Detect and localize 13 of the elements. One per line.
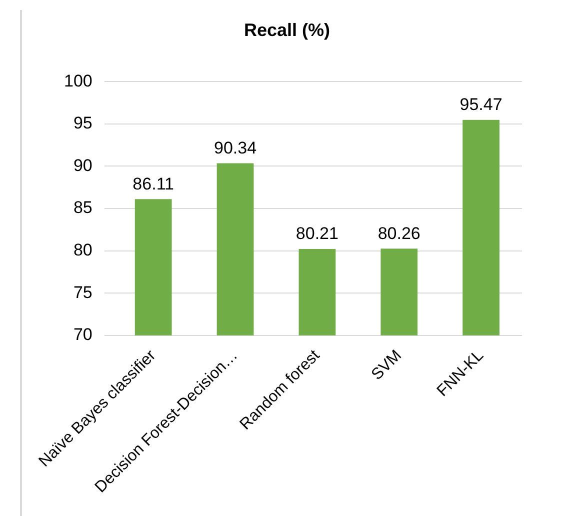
y-tick-label: 75 — [73, 282, 92, 302]
y-tick-label: 100 — [64, 71, 92, 90]
y-tick-label: 85 — [73, 198, 92, 218]
data-label: 86.11 — [132, 174, 174, 194]
data-label: 80.26 — [378, 224, 420, 243]
data-label: 80.21 — [296, 224, 338, 244]
chart-title: Recall (%) — [244, 20, 330, 40]
y-tick-label: 70 — [73, 325, 92, 344]
y-tick-label: 80 — [73, 240, 92, 260]
y-tick-label: 90 — [73, 156, 92, 175]
y-tick-label: 95 — [73, 114, 92, 133]
data-label: 95.47 — [460, 95, 502, 114]
data-label: 90.34 — [214, 138, 257, 158]
